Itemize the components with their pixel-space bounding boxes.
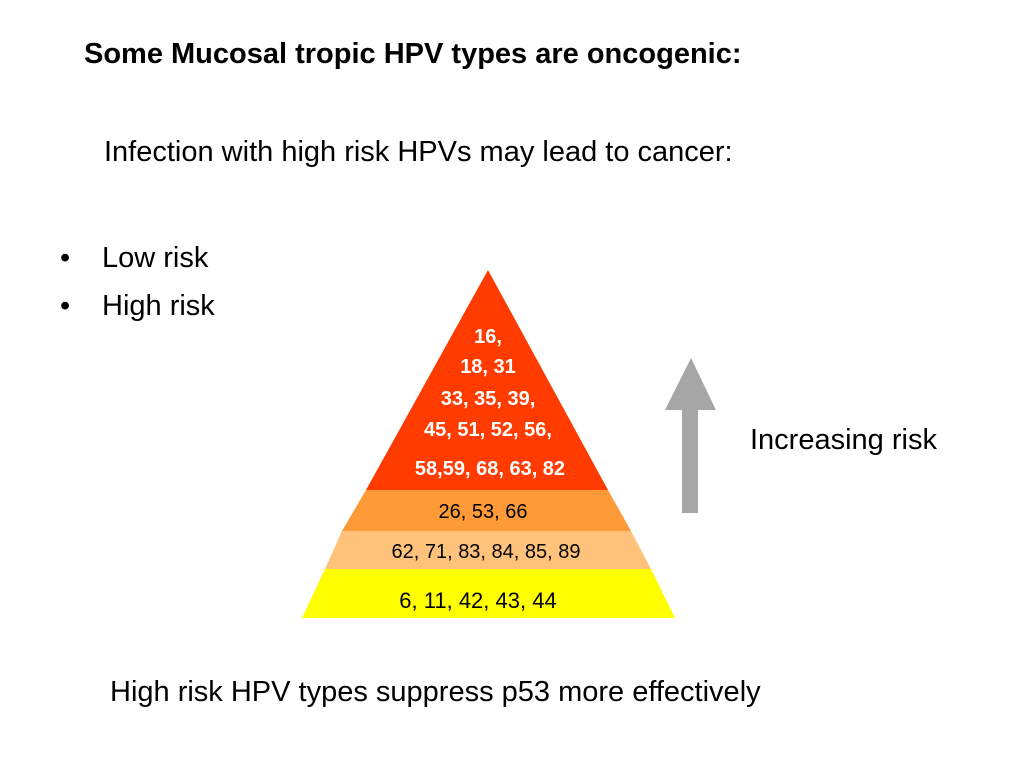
increasing-risk-label: Increasing risk	[750, 424, 937, 456]
bullet-item-high-risk: • High risk	[60, 286, 215, 334]
pyramid-tier-3	[325, 531, 651, 569]
pyramid-top-tier	[366, 270, 608, 490]
risk-bullet-list: • Low risk • High risk	[60, 238, 215, 334]
top-tier-line-5: 58,59, 68, 63, 82	[415, 458, 565, 480]
top-tier-line-2: 18, 31	[460, 356, 516, 378]
bullet-label: High risk	[102, 290, 215, 322]
pyramid-tier-4	[302, 569, 675, 618]
bullet-label: Low risk	[102, 242, 209, 274]
tier-2-label: 26, 53, 66	[439, 501, 528, 523]
slide-subtitle: Infection with high risk HPVs may lead t…	[104, 136, 733, 168]
bullet-marker: •	[60, 290, 71, 322]
tier-4-label: 6, 11, 42, 43, 44	[399, 588, 556, 613]
bullet-marker: •	[60, 242, 71, 274]
top-tier-line-4: 45, 51, 52, 56,	[424, 419, 552, 441]
bullet-item-low-risk: • Low risk	[60, 238, 215, 286]
tier-3-label: 62, 71, 83, 84, 85, 89	[391, 541, 580, 563]
top-tier-line-3: 33, 35, 39,	[441, 388, 536, 410]
increasing-risk-arrow-icon	[665, 358, 716, 513]
pyramid-tier-2	[342, 490, 631, 531]
slide-title: Some Mucosal tropic HPV types are oncoge…	[84, 38, 742, 70]
top-tier-line-1: 16,	[474, 326, 502, 348]
slide-footer-note: High risk HPV types suppress p53 more ef…	[110, 676, 761, 708]
